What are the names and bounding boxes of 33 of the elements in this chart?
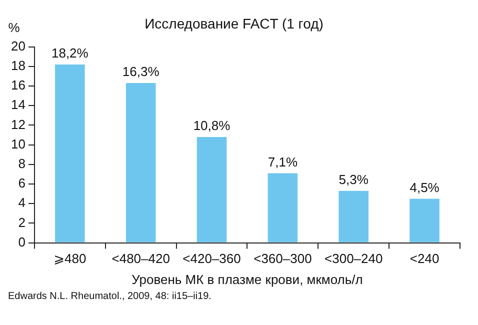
chart-title: Исследование FACT (1 год) <box>144 15 324 32</box>
data-label: 7,1% <box>268 154 298 170</box>
bar <box>196 136 227 242</box>
bar <box>410 198 440 242</box>
data-label: 4,5% <box>410 180 440 195</box>
x-tick-label: <360–300 <box>254 251 312 266</box>
y-tick-label: 2 <box>18 214 26 230</box>
y-axis-title: % <box>8 20 20 35</box>
data-label: 16,3% <box>122 64 160 80</box>
y-tick-label: 14 <box>10 97 26 112</box>
x-tick-label: <300–240 <box>324 251 383 266</box>
y-tick-label: 16 <box>10 78 26 93</box>
y-tick-label: 0 <box>18 234 26 250</box>
x-tick-label: <420–360 <box>182 251 241 266</box>
x-tick-label: ⩾480 <box>54 251 86 266</box>
x-tick-label: <480–420 <box>112 251 170 266</box>
y-tick-label: 6 <box>18 176 26 191</box>
data-label: 18,2% <box>51 46 89 61</box>
bar <box>55 64 85 242</box>
y-tick-label: 4 <box>18 195 26 210</box>
data-label: 5,3% <box>338 172 369 187</box>
x-tick-label: <240 <box>410 251 440 266</box>
bar <box>268 173 298 242</box>
y-tick-label: 8 <box>18 156 26 171</box>
y-tick-label: 10 <box>10 136 26 152</box>
y-tick-label: 20 <box>10 38 26 54</box>
y-tick-label: 12 <box>10 116 26 132</box>
text: Edwards N.L. Rheumatol., 2009, 48: ii15–ii19. <box>8 290 212 303</box>
x-axis-title: Уровень МК в плазме крови, мкмоль/л <box>132 272 363 287</box>
y-tick-label: 18 <box>10 58 26 73</box>
bar <box>338 190 369 242</box>
data-label: 10,8% <box>193 118 231 134</box>
bar <box>126 83 156 242</box>
